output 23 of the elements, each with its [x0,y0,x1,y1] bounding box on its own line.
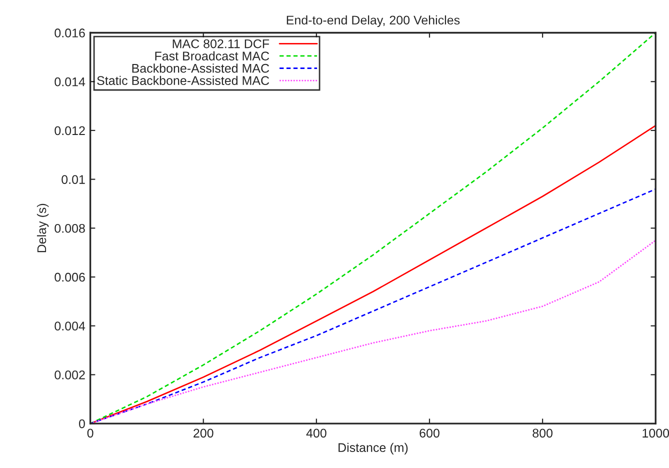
legend-label: Static Backbone-Assisted MAC [97,76,270,86]
legend-label: Fast Broadcast MAC [155,51,270,60]
x-tick-label: 200 [194,428,214,438]
line-series [90,32,656,424]
y-tick-label: 0.014 [54,77,86,86]
legend-label: MAC 802.11 DCF [172,39,270,48]
x-tick-label: 800 [532,428,552,438]
y-tick-label: 0.008 [54,224,85,233]
y-tick-label: 0.01 [62,175,85,184]
x-tick-label: 0 [87,428,94,438]
x-axis-title: Distance (m) [338,442,408,454]
y-tick-label: 0.002 [54,370,85,380]
y-tick-label: 0.016 [54,28,85,38]
y-tick-label: 0.006 [54,272,85,282]
y-axis-title: Delay (s) [36,204,49,252]
y-tick-label: 0 [78,419,85,428]
legend-label: Backbone-Assisted MAC [132,64,270,73]
x-tick-label: 400 [306,428,326,438]
y-tick-label: 0.004 [54,322,86,330]
x-tick-label: 1000 [642,428,669,438]
x-tick-label: 600 [420,428,440,438]
y-tick-label: 0.012 [54,126,85,136]
chart-title: End-to-end Delay, 200 Vehicles [286,15,460,28]
